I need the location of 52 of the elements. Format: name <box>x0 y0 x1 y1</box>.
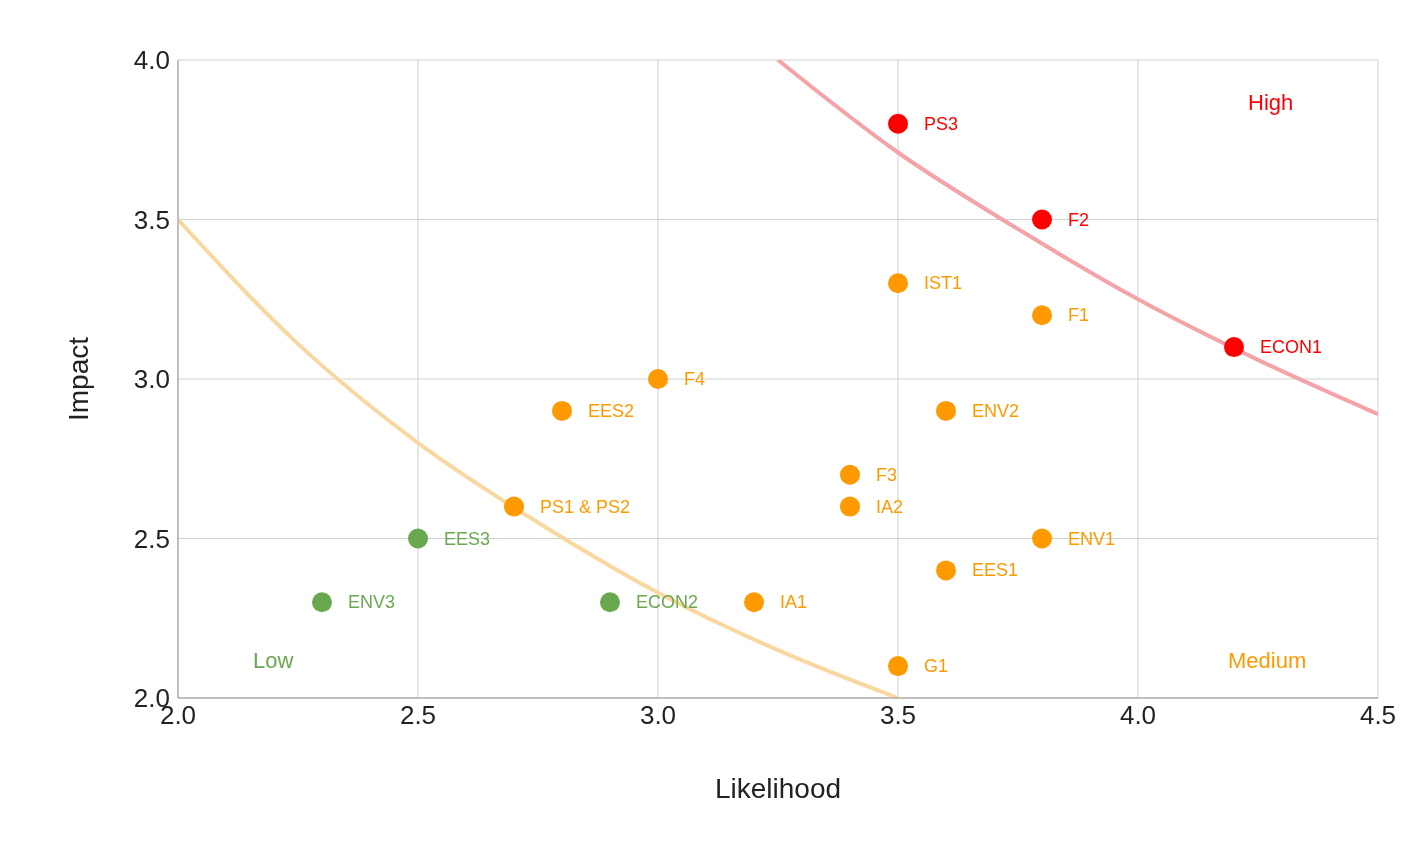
annotation: IA1 <box>780 592 808 613</box>
point <box>408 528 428 549</box>
x-tick-label: 4.0 <box>1119 700 1157 731</box>
point <box>840 464 860 485</box>
y-tick-label: 2.5 <box>133 523 170 554</box>
point <box>1224 337 1244 358</box>
annotation: IST1 <box>924 273 963 294</box>
y-tick-label: 3.0 <box>133 364 170 395</box>
annotation: IA2 <box>876 496 904 517</box>
annotation: PS3 <box>924 113 959 134</box>
point <box>888 656 908 677</box>
point <box>888 113 908 134</box>
annotation: ECON2 <box>636 592 699 613</box>
line-series <box>776 60 1378 417</box>
y-tick-label: 4.0 <box>133 45 170 76</box>
y-axis-title: Impact <box>62 336 94 422</box>
annotation: F4 <box>684 369 706 389</box>
point <box>888 273 908 294</box>
annotation: ENV1 <box>1068 528 1116 549</box>
x-tick-label: 2.5 <box>399 700 437 731</box>
point <box>1032 209 1052 230</box>
annotation: ENV3 <box>348 592 396 613</box>
point <box>600 592 620 613</box>
point <box>504 496 524 517</box>
annotation: F3 <box>876 464 898 485</box>
annotation: EES3 <box>444 528 491 549</box>
point <box>744 592 764 613</box>
annotation: PS1 & PS2 <box>540 496 631 517</box>
annotation: High <box>1248 90 1294 116</box>
annotation: F2 <box>1068 209 1090 230</box>
annotation: ECON1 <box>1260 337 1323 358</box>
point <box>840 496 860 517</box>
point <box>312 592 332 613</box>
x-tick-label: 3.0 <box>639 700 677 731</box>
annotation: G1 <box>924 656 949 677</box>
point <box>1032 305 1052 326</box>
point <box>552 400 572 421</box>
point <box>1032 528 1052 549</box>
x-axis-title: Likelihood <box>714 773 842 804</box>
y-tick-label: 3.5 <box>133 204 170 235</box>
x-tick-label: 3.5 <box>879 700 917 731</box>
point <box>936 400 956 421</box>
annotation: EES2 <box>588 400 635 421</box>
annotation: F1 <box>1068 305 1090 326</box>
annotation: EES1 <box>972 560 1019 581</box>
point <box>648 369 668 389</box>
annotation: Low <box>253 648 294 674</box>
annotation: Medium <box>1228 648 1307 674</box>
line-series <box>178 217 900 698</box>
x-tick-label: 4.5 <box>1359 700 1397 731</box>
point <box>936 560 956 581</box>
annotation: ENV2 <box>972 400 1020 421</box>
